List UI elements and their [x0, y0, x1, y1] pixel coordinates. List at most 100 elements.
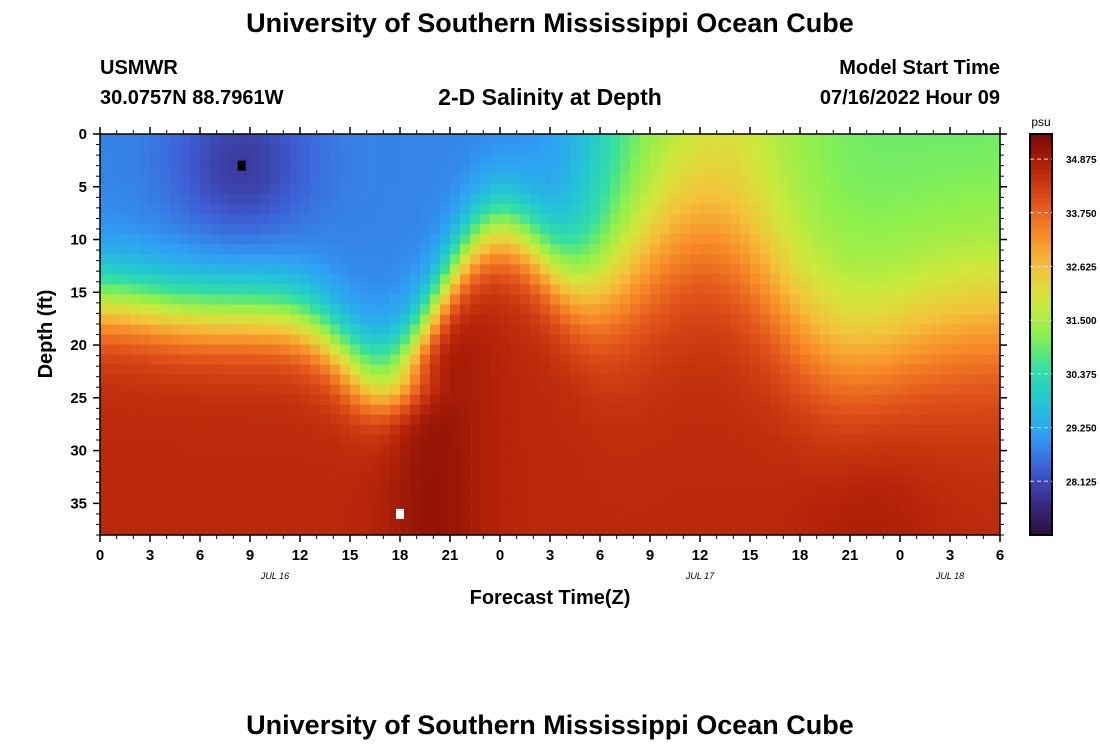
heatmap-cell	[120, 514, 131, 526]
heatmap-cell	[480, 514, 491, 526]
x-tick-label: 6	[196, 547, 204, 564]
heatmap-cell	[640, 374, 651, 386]
heatmap-cell	[980, 404, 991, 416]
heatmap-cell	[740, 144, 751, 155]
heatmap-cell	[250, 144, 261, 155]
heatmap-cell	[340, 254, 351, 265]
heatmap-cell	[810, 394, 821, 406]
heatmap-cell	[670, 324, 681, 336]
heatmap-cell	[660, 404, 671, 416]
heatmap-cell	[460, 284, 471, 296]
heatmap-cell	[390, 524, 401, 535]
heatmap-cell	[590, 274, 601, 285]
heatmap-cell	[480, 524, 491, 535]
heatmap-cell	[320, 384, 331, 396]
heatmap-cell	[760, 314, 771, 326]
heatmap-cell	[150, 464, 161, 476]
heatmap-cell	[840, 194, 851, 205]
heatmap-cell	[180, 474, 191, 486]
heatmap-cell	[170, 524, 181, 535]
heatmap-cell	[660, 134, 671, 145]
heatmap-cell	[520, 354, 531, 366]
heatmap-cell	[820, 424, 831, 436]
heatmap-cell	[540, 174, 551, 185]
heatmap-cell	[150, 184, 161, 195]
heatmap-cell	[580, 184, 591, 195]
colorbar-cell	[1030, 278, 1052, 283]
heatmap-cell	[760, 234, 771, 245]
heatmap-cell	[480, 494, 491, 506]
heatmap-cell	[250, 284, 261, 296]
heatmap-cell	[460, 144, 471, 155]
heatmap-cell	[360, 324, 371, 336]
heatmap-cell	[270, 384, 281, 396]
heatmap-cell	[600, 344, 611, 356]
heatmap-cell	[610, 354, 621, 366]
heatmap-cell	[350, 524, 361, 535]
heatmap-cell	[190, 384, 201, 396]
colorbar-cell	[1030, 434, 1052, 440]
heatmap-cell	[370, 254, 381, 265]
heatmap-cell	[130, 514, 141, 526]
heatmap-cell	[190, 354, 201, 366]
heatmap-cell	[330, 404, 341, 416]
heatmap-cell	[880, 194, 891, 205]
heatmap-cell	[390, 454, 401, 466]
heatmap-cell	[180, 444, 191, 456]
heatmap-cell	[520, 254, 531, 265]
heatmap-cell	[570, 174, 581, 185]
heatmap-cell	[640, 364, 651, 376]
heatmap-cell	[540, 144, 551, 155]
heatmap-cell	[320, 184, 331, 195]
heatmap-cell	[340, 364, 351, 376]
heatmap-cell	[670, 304, 681, 316]
heatmap-cell	[640, 214, 651, 225]
heatmap-cell	[470, 234, 481, 245]
heatmap-cell	[490, 394, 501, 406]
heatmap-cell	[430, 414, 441, 426]
heatmap-cell	[100, 144, 111, 155]
heatmap-cell	[340, 194, 351, 205]
heatmap-cell	[770, 294, 781, 306]
heatmap-cell	[940, 244, 951, 255]
heatmap-cell	[600, 324, 611, 336]
heatmap-cell	[410, 484, 421, 496]
heatmap-cell	[560, 524, 571, 535]
heatmap-cell	[330, 314, 341, 326]
heatmap-cell	[680, 274, 691, 285]
heatmap-cell	[790, 254, 801, 265]
heatmap-cell	[790, 154, 801, 165]
heatmap-cell	[860, 474, 871, 486]
heatmap-cell	[850, 184, 861, 195]
heatmap-cell	[580, 444, 591, 456]
heatmap-cell	[210, 184, 221, 195]
heatmap-cell	[870, 244, 881, 255]
colorbar-cell	[1030, 234, 1052, 239]
heatmap-cell	[750, 514, 761, 526]
heatmap-cell	[480, 174, 491, 185]
heatmap-cell	[870, 314, 881, 326]
heatmap-cell	[410, 404, 421, 416]
heatmap-cell	[570, 144, 581, 155]
heatmap-cell	[660, 364, 671, 376]
heatmap-cell	[630, 504, 641, 516]
heatmap-cell	[870, 234, 881, 245]
heatmap-cell	[130, 474, 141, 486]
heatmap-cell	[160, 344, 171, 356]
x-tick-label: 9	[246, 547, 254, 564]
heatmap-cell	[400, 144, 411, 155]
heatmap-cell	[650, 314, 661, 326]
heatmap-cell	[730, 484, 741, 496]
heatmap-cell	[920, 404, 931, 416]
heatmap-cell	[420, 454, 431, 466]
heatmap-cell	[940, 474, 951, 486]
heatmap-cell	[530, 164, 541, 175]
heatmap-cell	[840, 254, 851, 265]
heatmap-cell	[400, 334, 411, 346]
heatmap-cell	[170, 194, 181, 205]
heatmap-cell	[770, 424, 781, 436]
heatmap-cell	[550, 154, 561, 165]
heatmap-cell	[280, 234, 291, 245]
heatmap-cell	[830, 214, 841, 225]
heatmap-cell	[290, 314, 301, 326]
